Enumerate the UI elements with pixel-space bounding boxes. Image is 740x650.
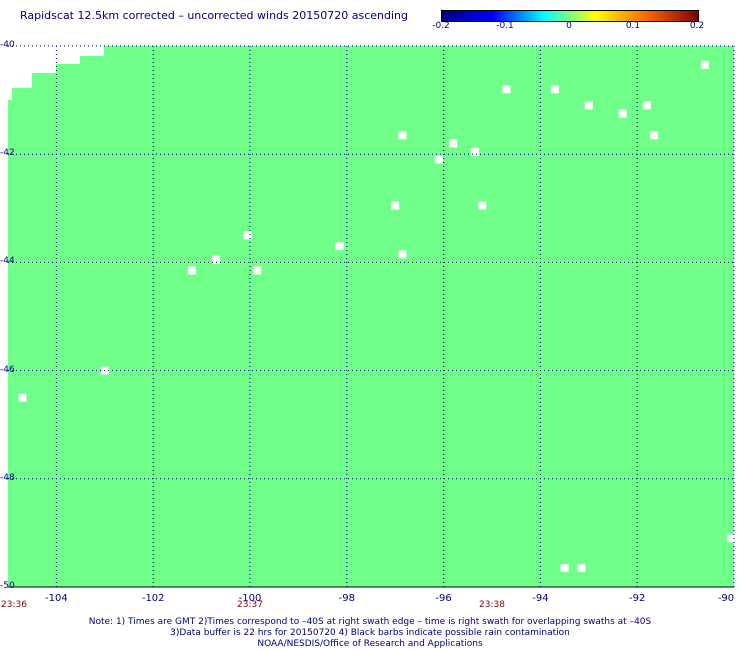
colorbar-tick-label: -0.1 (496, 21, 514, 31)
missing-data-cell (335, 242, 344, 251)
longitude-label: -98 (338, 593, 355, 604)
missing-data-cell (398, 250, 407, 259)
wind-field (8, 46, 734, 587)
colorbar-tick-label: -0.2 (432, 21, 450, 31)
missing-data-cell (650, 131, 659, 140)
missing-data-cell (727, 534, 736, 543)
longitude-label: -94 (532, 593, 549, 604)
missing-data-cell (391, 201, 400, 210)
missing-data-cell (584, 101, 593, 110)
latitude-label: -50 (0, 581, 15, 591)
chart-title: Rapidscat 12.5km corrected – uncorrected… (20, 9, 409, 22)
missing-data-cell (243, 231, 252, 240)
longitude-label: -96 (435, 593, 452, 604)
colorbar-tick-label: 0.1 (625, 21, 641, 31)
missing-data-cell (700, 60, 709, 69)
longitude-label: -100 (238, 593, 262, 604)
longitude-label: -102 (141, 593, 165, 604)
footnote-line-1: Note: 1) Times are GMT 2)Times correspon… (88, 617, 652, 627)
time-label: 23:36 (1, 600, 27, 610)
swath-gap (8, 46, 12, 100)
missing-data-cell (212, 255, 221, 264)
latitude-label: -46 (0, 364, 15, 375)
time-label: 23:38 (479, 600, 505, 610)
missing-data-cell (502, 85, 511, 94)
latitude-label: -40 (0, 40, 15, 50)
latitude-label: -44 (0, 256, 15, 267)
missing-data-cell (187, 266, 196, 275)
colorbar-tick-label: 0.2 (689, 21, 705, 31)
missing-data-cell (550, 85, 559, 94)
missing-data-cell (642, 101, 651, 110)
missing-data-cell (434, 155, 443, 164)
missing-data-cell (471, 147, 480, 156)
missing-data-cell (398, 131, 407, 140)
missing-data-cell (478, 201, 487, 210)
longitude-label: -90 (717, 593, 735, 604)
missing-data-cell (449, 139, 458, 148)
colorbar-tick-label: 0 (566, 21, 572, 31)
missing-data-cell (577, 564, 586, 573)
missing-data-cell (618, 109, 627, 118)
footnote-line-3: NOAA/NESDIS/Office of Research and Appli… (257, 639, 483, 649)
longitude-label: -92 (629, 593, 646, 604)
missing-data-cell (560, 564, 569, 573)
colorbar (441, 10, 699, 22)
latitude-label: -48 (0, 472, 15, 483)
time-label: 23:37 (237, 600, 263, 610)
footnote-line-2: 3)Data buffer is 22 hrs for 20150720 4) … (170, 628, 570, 638)
missing-data-cell (18, 393, 27, 402)
longitude-label: -104 (45, 593, 68, 604)
missing-data-cell (253, 266, 262, 275)
latitude-label: -42 (0, 148, 15, 159)
